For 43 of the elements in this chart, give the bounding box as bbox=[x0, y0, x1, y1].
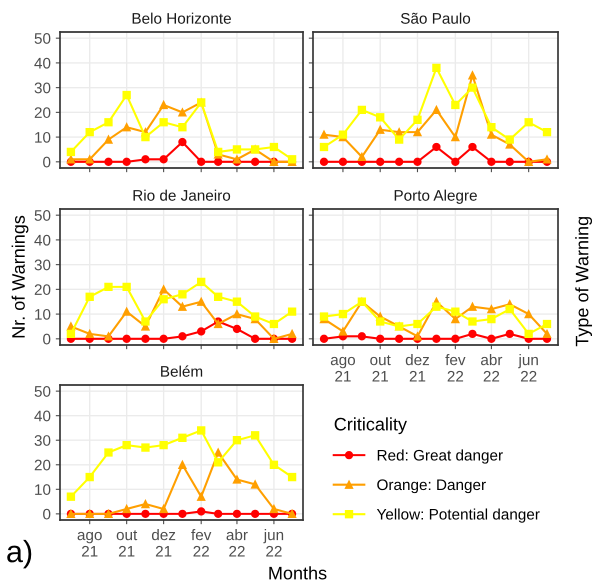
x-tick-label: dez 21 bbox=[406, 354, 430, 382]
x-tick-label: fev 22 bbox=[445, 354, 466, 382]
x-tick-label: ago 21 bbox=[330, 356, 356, 382]
y-tick-label: 40 bbox=[34, 234, 50, 246]
x-tick-label: out 21 bbox=[116, 530, 138, 557]
x-tick-label: abr 22 bbox=[226, 529, 248, 557]
text: a) bbox=[7, 540, 32, 568]
y-tick-label: 40 bbox=[34, 410, 50, 422]
x-tick-label: jun 22 bbox=[518, 354, 538, 382]
y-tick-label: 0 bbox=[43, 156, 50, 168]
y-axis-title: Nr. of Warnings bbox=[12, 216, 28, 338]
y-tick-label: 0 bbox=[43, 508, 50, 520]
y-tick-label: 10 bbox=[35, 132, 50, 143]
y-tick-label: 10 bbox=[35, 308, 50, 320]
y-tick-label: 30 bbox=[34, 435, 50, 446]
legend-label: Yellow: Potential danger bbox=[376, 508, 540, 523]
y-tick-label: 30 bbox=[34, 82, 50, 94]
y-tick-label: 50 bbox=[34, 210, 50, 221]
x-tick-label: dez 21 bbox=[152, 529, 176, 557]
legend-label: Red: Great danger bbox=[378, 449, 503, 464]
y-tick-label: 50 bbox=[34, 33, 50, 44]
y-tick-label: 0 bbox=[43, 334, 50, 345]
chart-title: Rio de Janeiro bbox=[134, 190, 230, 201]
x-tick-label: ago 21 bbox=[78, 532, 102, 557]
chart-title: São Paulo bbox=[400, 12, 470, 24]
x-tick-label: fev 22 bbox=[191, 529, 212, 557]
x-tick-label: abr 22 bbox=[481, 354, 502, 382]
y-tick-label: 10 bbox=[35, 484, 50, 496]
legend-title: Criticality bbox=[334, 417, 407, 434]
x-tick-label: jun 22 bbox=[263, 529, 284, 557]
chart-title: Belo Horizonte bbox=[132, 12, 231, 24]
chart-title: Porto Alegre bbox=[394, 190, 477, 204]
x-tick-label: out 21 bbox=[370, 355, 391, 382]
y-tick-label: 20 bbox=[34, 460, 50, 470]
y-tick-label: 20 bbox=[34, 107, 50, 118]
y-tick-label: 40 bbox=[34, 58, 50, 69]
y-tick-label: 50 bbox=[34, 386, 50, 397]
legend-label: Orange: Danger bbox=[377, 479, 486, 494]
text: Type of Warning bbox=[575, 217, 592, 346]
y-tick-label: 20 bbox=[34, 284, 50, 296]
x-axis-title: Months bbox=[269, 566, 326, 580]
chart-title: Belém bbox=[161, 365, 202, 377]
y-tick-label: 30 bbox=[34, 260, 50, 270]
